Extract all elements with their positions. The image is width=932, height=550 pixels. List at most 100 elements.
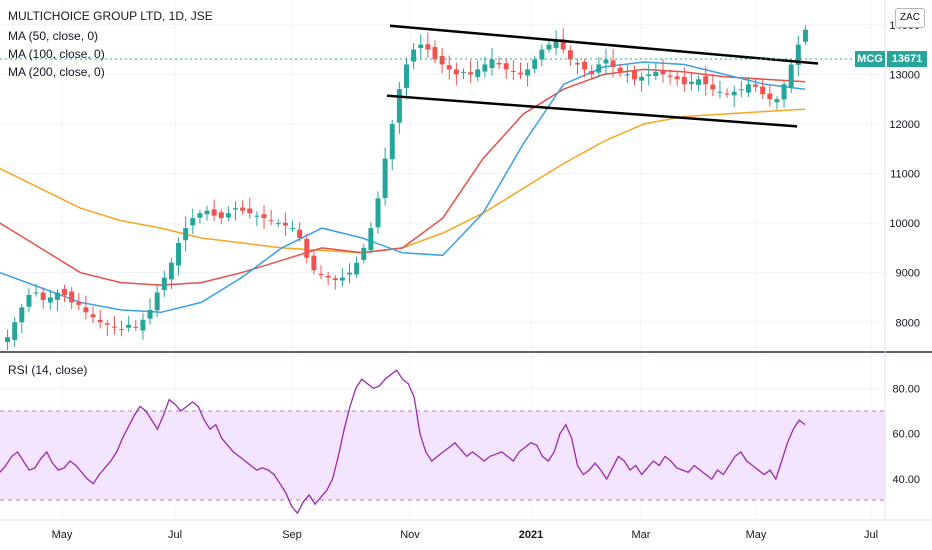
ma100-line bbox=[0, 68, 806, 286]
currency-scale-button[interactable]: ZAC bbox=[895, 8, 925, 28]
candle-body bbox=[154, 292, 160, 311]
candle-body bbox=[546, 44, 552, 50]
price-tick-label: 9000 bbox=[896, 268, 920, 280]
candle-body bbox=[753, 84, 759, 87]
candle-body bbox=[468, 72, 474, 75]
candle-body bbox=[126, 324, 132, 328]
candle-body bbox=[204, 210, 210, 215]
candle-body bbox=[774, 99, 780, 103]
symbol-tag: MCG bbox=[855, 51, 885, 67]
candle-body bbox=[104, 323, 110, 325]
price-tick-label: 13000 bbox=[889, 69, 920, 81]
candle-body bbox=[225, 213, 231, 218]
candle-body bbox=[703, 76, 709, 85]
time-tick-label: Jul bbox=[168, 529, 182, 541]
candle-body bbox=[453, 69, 459, 75]
candle-body bbox=[347, 272, 353, 275]
candle-body bbox=[617, 67, 623, 72]
candle-body bbox=[553, 39, 559, 48]
candle-body bbox=[710, 84, 716, 90]
candle-body bbox=[717, 91, 723, 93]
time-tick-label: Sep bbox=[282, 529, 302, 541]
candle-body bbox=[361, 247, 367, 260]
trendlines bbox=[386, 24, 819, 128]
candle-body bbox=[111, 326, 117, 328]
candle-body bbox=[176, 242, 182, 266]
candle-body bbox=[532, 59, 538, 69]
candle-body bbox=[567, 50, 573, 60]
candle-body bbox=[460, 71, 466, 73]
candle-body bbox=[33, 292, 39, 294]
candle-body bbox=[97, 319, 103, 323]
candle-body bbox=[297, 229, 303, 238]
candle-body bbox=[439, 55, 445, 65]
candle-body bbox=[26, 294, 32, 307]
candle-body bbox=[731, 91, 737, 96]
ma50-legend[interactable]: MA (50, close, 0) bbox=[8, 29, 99, 43]
candle-body bbox=[62, 289, 68, 295]
candle-body bbox=[282, 222, 288, 226]
candle-body bbox=[40, 292, 46, 300]
candle-body bbox=[646, 74, 652, 76]
time-axis[interactable]: May Jul Sep Nov 2021 Mar May Jul bbox=[52, 529, 878, 541]
candle-body bbox=[610, 60, 616, 67]
rsi-axis[interactable]: 40.00 60.00 80.00 bbox=[892, 383, 920, 486]
candle-body bbox=[332, 278, 338, 281]
candle-body bbox=[90, 314, 96, 318]
candle-body bbox=[382, 158, 388, 199]
candle-body bbox=[76, 302, 82, 305]
candle-body bbox=[12, 322, 18, 340]
candle-body bbox=[190, 218, 196, 226]
ma50-line bbox=[0, 61, 806, 314]
price-tick-label: 12000 bbox=[889, 119, 920, 131]
candle-body bbox=[639, 76, 645, 81]
candle-body bbox=[411, 49, 417, 62]
candle-body bbox=[168, 262, 174, 280]
trendline bbox=[389, 24, 819, 65]
candle-body bbox=[389, 123, 395, 160]
candle-body bbox=[418, 44, 424, 49]
candle-body bbox=[211, 209, 217, 216]
candle-body bbox=[47, 297, 53, 303]
candle-body bbox=[525, 69, 531, 76]
candle-body bbox=[218, 212, 224, 219]
trendline bbox=[386, 94, 798, 128]
time-tick-label: Jul bbox=[864, 529, 878, 541]
candle-body bbox=[489, 59, 495, 69]
candle-body bbox=[233, 208, 239, 210]
rsi-tick-label: 40.00 bbox=[892, 474, 920, 486]
candle-body bbox=[161, 277, 167, 290]
candle-body bbox=[354, 262, 360, 275]
candle-body bbox=[767, 93, 773, 100]
ma200-legend[interactable]: MA (200, close, 0) bbox=[8, 65, 105, 79]
candle-body bbox=[404, 64, 409, 88]
candle-body bbox=[503, 63, 509, 70]
candle-body bbox=[290, 228, 296, 230]
candle-body bbox=[660, 70, 666, 75]
candle-body bbox=[197, 213, 203, 218]
last-price-tag: 13671 bbox=[887, 51, 927, 67]
rsi-legend[interactable]: RSI (14, close) bbox=[8, 363, 88, 377]
ma100-legend[interactable]: MA (100, close, 0) bbox=[8, 47, 105, 61]
candle-body bbox=[311, 255, 317, 271]
candle-body bbox=[603, 59, 609, 64]
candle-body bbox=[5, 337, 11, 343]
candle-body bbox=[432, 47, 438, 60]
rsi-band bbox=[0, 411, 885, 500]
price-tick-label: 8000 bbox=[896, 317, 920, 329]
rsi-series bbox=[0, 369, 806, 515]
candle-body bbox=[574, 62, 580, 65]
candle-body bbox=[496, 62, 502, 65]
candle-body bbox=[268, 220, 274, 222]
candle-body bbox=[667, 75, 673, 77]
candle-body bbox=[788, 64, 794, 88]
candle-body bbox=[688, 81, 694, 85]
candle-body bbox=[724, 93, 730, 95]
candle-body bbox=[240, 207, 246, 211]
candle-body bbox=[539, 49, 545, 60]
ma200-line bbox=[0, 108, 806, 254]
time-tick-label: 2021 bbox=[519, 529, 543, 541]
candle-body bbox=[69, 291, 75, 303]
candle-body bbox=[119, 329, 125, 331]
